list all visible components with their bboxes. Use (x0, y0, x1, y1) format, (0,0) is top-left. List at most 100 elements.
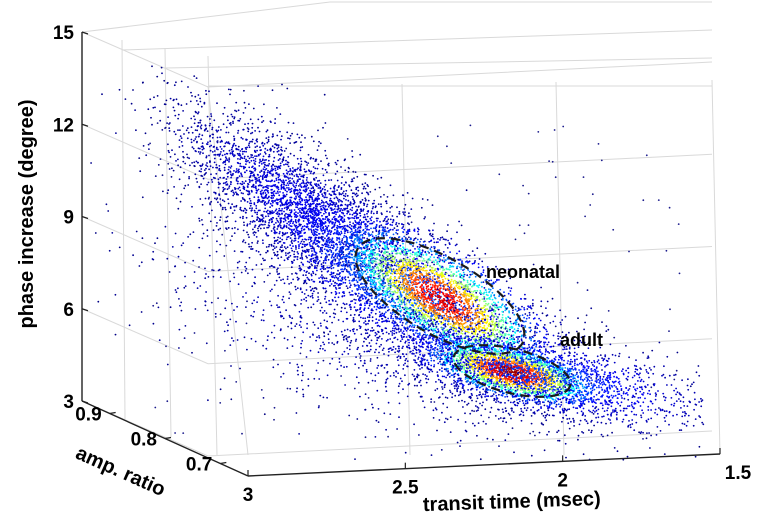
data-point (343, 184, 346, 186)
data-point (269, 150, 272, 152)
data-point (254, 142, 256, 145)
data-point (206, 190, 209, 193)
data-point (305, 274, 307, 276)
data-point (424, 250, 427, 253)
data-point (359, 212, 361, 215)
data-point (258, 225, 260, 228)
data-point (157, 164, 160, 166)
data-point (224, 182, 227, 184)
data-point (257, 188, 260, 191)
data-point (423, 331, 426, 334)
data-point (315, 176, 318, 179)
data-point (348, 253, 350, 256)
data-point (240, 173, 243, 176)
data-point (365, 286, 367, 289)
data-point (453, 382, 455, 384)
data-point (282, 158, 285, 160)
data-point (226, 115, 229, 118)
data-point (289, 170, 291, 173)
data-point (359, 311, 362, 313)
data-point (346, 231, 349, 234)
data-point (175, 81, 177, 84)
data-point (345, 245, 347, 247)
data-point (260, 149, 262, 151)
data-point (292, 278, 294, 281)
data-point (280, 138, 282, 141)
data-point (255, 155, 258, 158)
data-point (296, 157, 299, 160)
data-point (260, 160, 263, 163)
data-point (250, 245, 253, 248)
data-point (233, 209, 236, 212)
data-point (311, 224, 313, 227)
data-point (558, 439, 561, 442)
data-point (436, 429, 438, 432)
data-point (577, 434, 580, 437)
data-point (531, 302, 534, 305)
data-point (313, 171, 316, 174)
data-point (260, 170, 263, 173)
data-point (591, 411, 593, 414)
data-point (287, 137, 289, 140)
data-point (286, 182, 289, 185)
data-point (262, 223, 264, 226)
data-point (256, 189, 259, 192)
data-point (211, 151, 214, 153)
data-point (234, 144, 237, 147)
data-point (259, 220, 262, 223)
data-point (372, 212, 375, 215)
data-point (309, 286, 312, 288)
data-point (265, 233, 268, 236)
data-point (321, 246, 324, 249)
data-point (161, 129, 164, 131)
data-point (287, 218, 290, 220)
data-point (261, 142, 263, 145)
data-point (189, 100, 192, 103)
data-point (195, 111, 198, 114)
data-point (260, 263, 263, 265)
data-point (564, 442, 567, 445)
data-point (229, 88, 232, 91)
data-point (197, 94, 200, 96)
data-point (210, 178, 213, 181)
data-point (319, 191, 322, 193)
data-point (134, 109, 137, 111)
data-point (294, 215, 296, 218)
data-point (270, 257, 273, 260)
data-point (289, 134, 292, 137)
grid-line (81, 123, 713, 180)
data-point (299, 211, 301, 214)
data-point (389, 207, 392, 209)
data-point (536, 327, 539, 330)
data-point (265, 215, 267, 218)
data-point (283, 246, 286, 248)
data-point (231, 115, 234, 118)
data-point (315, 205, 317, 208)
data-point (517, 338, 519, 340)
data-point (324, 221, 327, 223)
data-point (256, 219, 258, 222)
data-point (195, 160, 198, 163)
data-point (270, 169, 273, 172)
data-point (153, 96, 155, 99)
data-point (307, 208, 310, 211)
data-point (323, 319, 326, 322)
data-point (312, 166, 315, 168)
data-point (281, 149, 283, 152)
data-point (198, 185, 201, 188)
data-point (199, 164, 202, 167)
data-point (344, 169, 347, 172)
data-point (337, 277, 340, 279)
data-point (376, 339, 379, 342)
data-point (412, 251, 414, 254)
data-point (276, 134, 279, 137)
data-point (184, 162, 187, 165)
data-point (295, 248, 297, 250)
data-point (205, 89, 207, 92)
data-point (347, 199, 350, 202)
data-point (218, 165, 221, 167)
data-point (240, 192, 243, 194)
data-point (292, 245, 294, 248)
data-point (253, 234, 256, 236)
data-point (201, 175, 204, 178)
